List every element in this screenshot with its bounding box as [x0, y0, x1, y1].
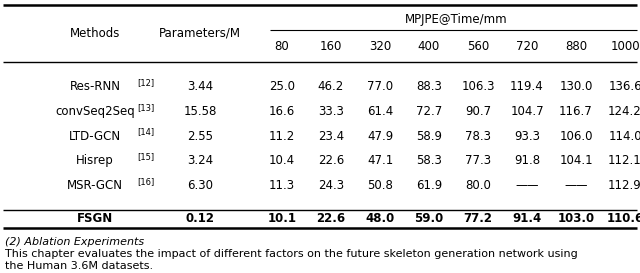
Text: 23.4: 23.4 — [318, 129, 344, 143]
Text: 46.2: 46.2 — [318, 80, 344, 93]
Text: 59.0: 59.0 — [414, 212, 444, 225]
Text: 103.0: 103.0 — [557, 212, 595, 225]
Text: 104.7: 104.7 — [510, 105, 544, 118]
Text: 320: 320 — [369, 40, 391, 52]
Text: 78.3: 78.3 — [465, 129, 491, 143]
Text: 1000: 1000 — [610, 40, 640, 52]
Text: 560: 560 — [467, 40, 489, 52]
Text: 400: 400 — [418, 40, 440, 52]
Text: (2) Ablation Experiments: (2) Ablation Experiments — [5, 237, 144, 247]
Text: 24.3: 24.3 — [318, 179, 344, 192]
Text: 80.0: 80.0 — [465, 179, 491, 192]
Text: 130.0: 130.0 — [559, 80, 593, 93]
Text: 110.6: 110.6 — [606, 212, 640, 225]
Text: Methods: Methods — [70, 27, 120, 40]
Text: MPJPE@Time/mm: MPJPE@Time/mm — [404, 13, 508, 25]
Text: 880: 880 — [565, 40, 587, 52]
Text: 720: 720 — [516, 40, 538, 52]
Text: 112.1: 112.1 — [608, 154, 640, 167]
Text: [14]: [14] — [137, 127, 154, 136]
Text: 106.0: 106.0 — [559, 129, 593, 143]
Text: 160: 160 — [320, 40, 342, 52]
Text: the Human 3.6M datasets.: the Human 3.6M datasets. — [5, 261, 153, 271]
Text: 0.12: 0.12 — [186, 212, 214, 225]
Text: ——: —— — [515, 179, 539, 192]
Text: 3.44: 3.44 — [187, 80, 213, 93]
Text: 136.6: 136.6 — [608, 80, 640, 93]
Text: 77.2: 77.2 — [463, 212, 493, 225]
Text: 93.3: 93.3 — [514, 129, 540, 143]
Text: 2.55: 2.55 — [187, 129, 213, 143]
Text: Res-RNN: Res-RNN — [70, 80, 120, 93]
Text: FSGN: FSGN — [77, 212, 113, 225]
Text: ——: —— — [564, 179, 588, 192]
Text: 15.58: 15.58 — [183, 105, 217, 118]
Text: 114.0: 114.0 — [608, 129, 640, 143]
Text: [13]: [13] — [137, 103, 154, 112]
Text: 3.24: 3.24 — [187, 154, 213, 167]
Text: 91.8: 91.8 — [514, 154, 540, 167]
Text: Hisrep: Hisrep — [76, 154, 114, 167]
Text: 58.3: 58.3 — [416, 154, 442, 167]
Text: 61.4: 61.4 — [367, 105, 393, 118]
Text: 116.7: 116.7 — [559, 105, 593, 118]
Text: 112.9: 112.9 — [608, 179, 640, 192]
Text: 119.4: 119.4 — [510, 80, 544, 93]
Text: 72.7: 72.7 — [416, 105, 442, 118]
Text: 80: 80 — [275, 40, 289, 52]
Text: 25.0: 25.0 — [269, 80, 295, 93]
Text: 33.3: 33.3 — [318, 105, 344, 118]
Text: This chapter evaluates the impact of different factors on the future skeleton ge: This chapter evaluates the impact of dif… — [5, 249, 578, 259]
Text: convSeq2Seq: convSeq2Seq — [55, 105, 135, 118]
Text: LTD-GCN: LTD-GCN — [69, 129, 121, 143]
Text: 104.1: 104.1 — [559, 154, 593, 167]
Text: [16]: [16] — [137, 177, 154, 186]
Text: 48.0: 48.0 — [365, 212, 395, 225]
Text: 77.0: 77.0 — [367, 80, 393, 93]
Text: 16.6: 16.6 — [269, 105, 295, 118]
Text: 77.3: 77.3 — [465, 154, 491, 167]
Text: 10.1: 10.1 — [268, 212, 296, 225]
Text: 50.8: 50.8 — [367, 179, 393, 192]
Text: 88.3: 88.3 — [416, 80, 442, 93]
Text: 91.4: 91.4 — [513, 212, 541, 225]
Text: 11.3: 11.3 — [269, 179, 295, 192]
Text: 90.7: 90.7 — [465, 105, 491, 118]
Text: MSR-GCN: MSR-GCN — [67, 179, 123, 192]
Text: 106.3: 106.3 — [461, 80, 495, 93]
Text: 47.9: 47.9 — [367, 129, 393, 143]
Text: 61.9: 61.9 — [416, 179, 442, 192]
Text: Parameters/M: Parameters/M — [159, 27, 241, 40]
Text: [15]: [15] — [137, 152, 154, 161]
Text: 22.6: 22.6 — [316, 212, 346, 225]
Text: 6.30: 6.30 — [187, 179, 213, 192]
Text: 11.2: 11.2 — [269, 129, 295, 143]
Text: 10.4: 10.4 — [269, 154, 295, 167]
Text: 47.1: 47.1 — [367, 154, 393, 167]
Text: 58.9: 58.9 — [416, 129, 442, 143]
Text: [12]: [12] — [137, 78, 154, 87]
Text: 124.2: 124.2 — [608, 105, 640, 118]
Text: 22.6: 22.6 — [318, 154, 344, 167]
